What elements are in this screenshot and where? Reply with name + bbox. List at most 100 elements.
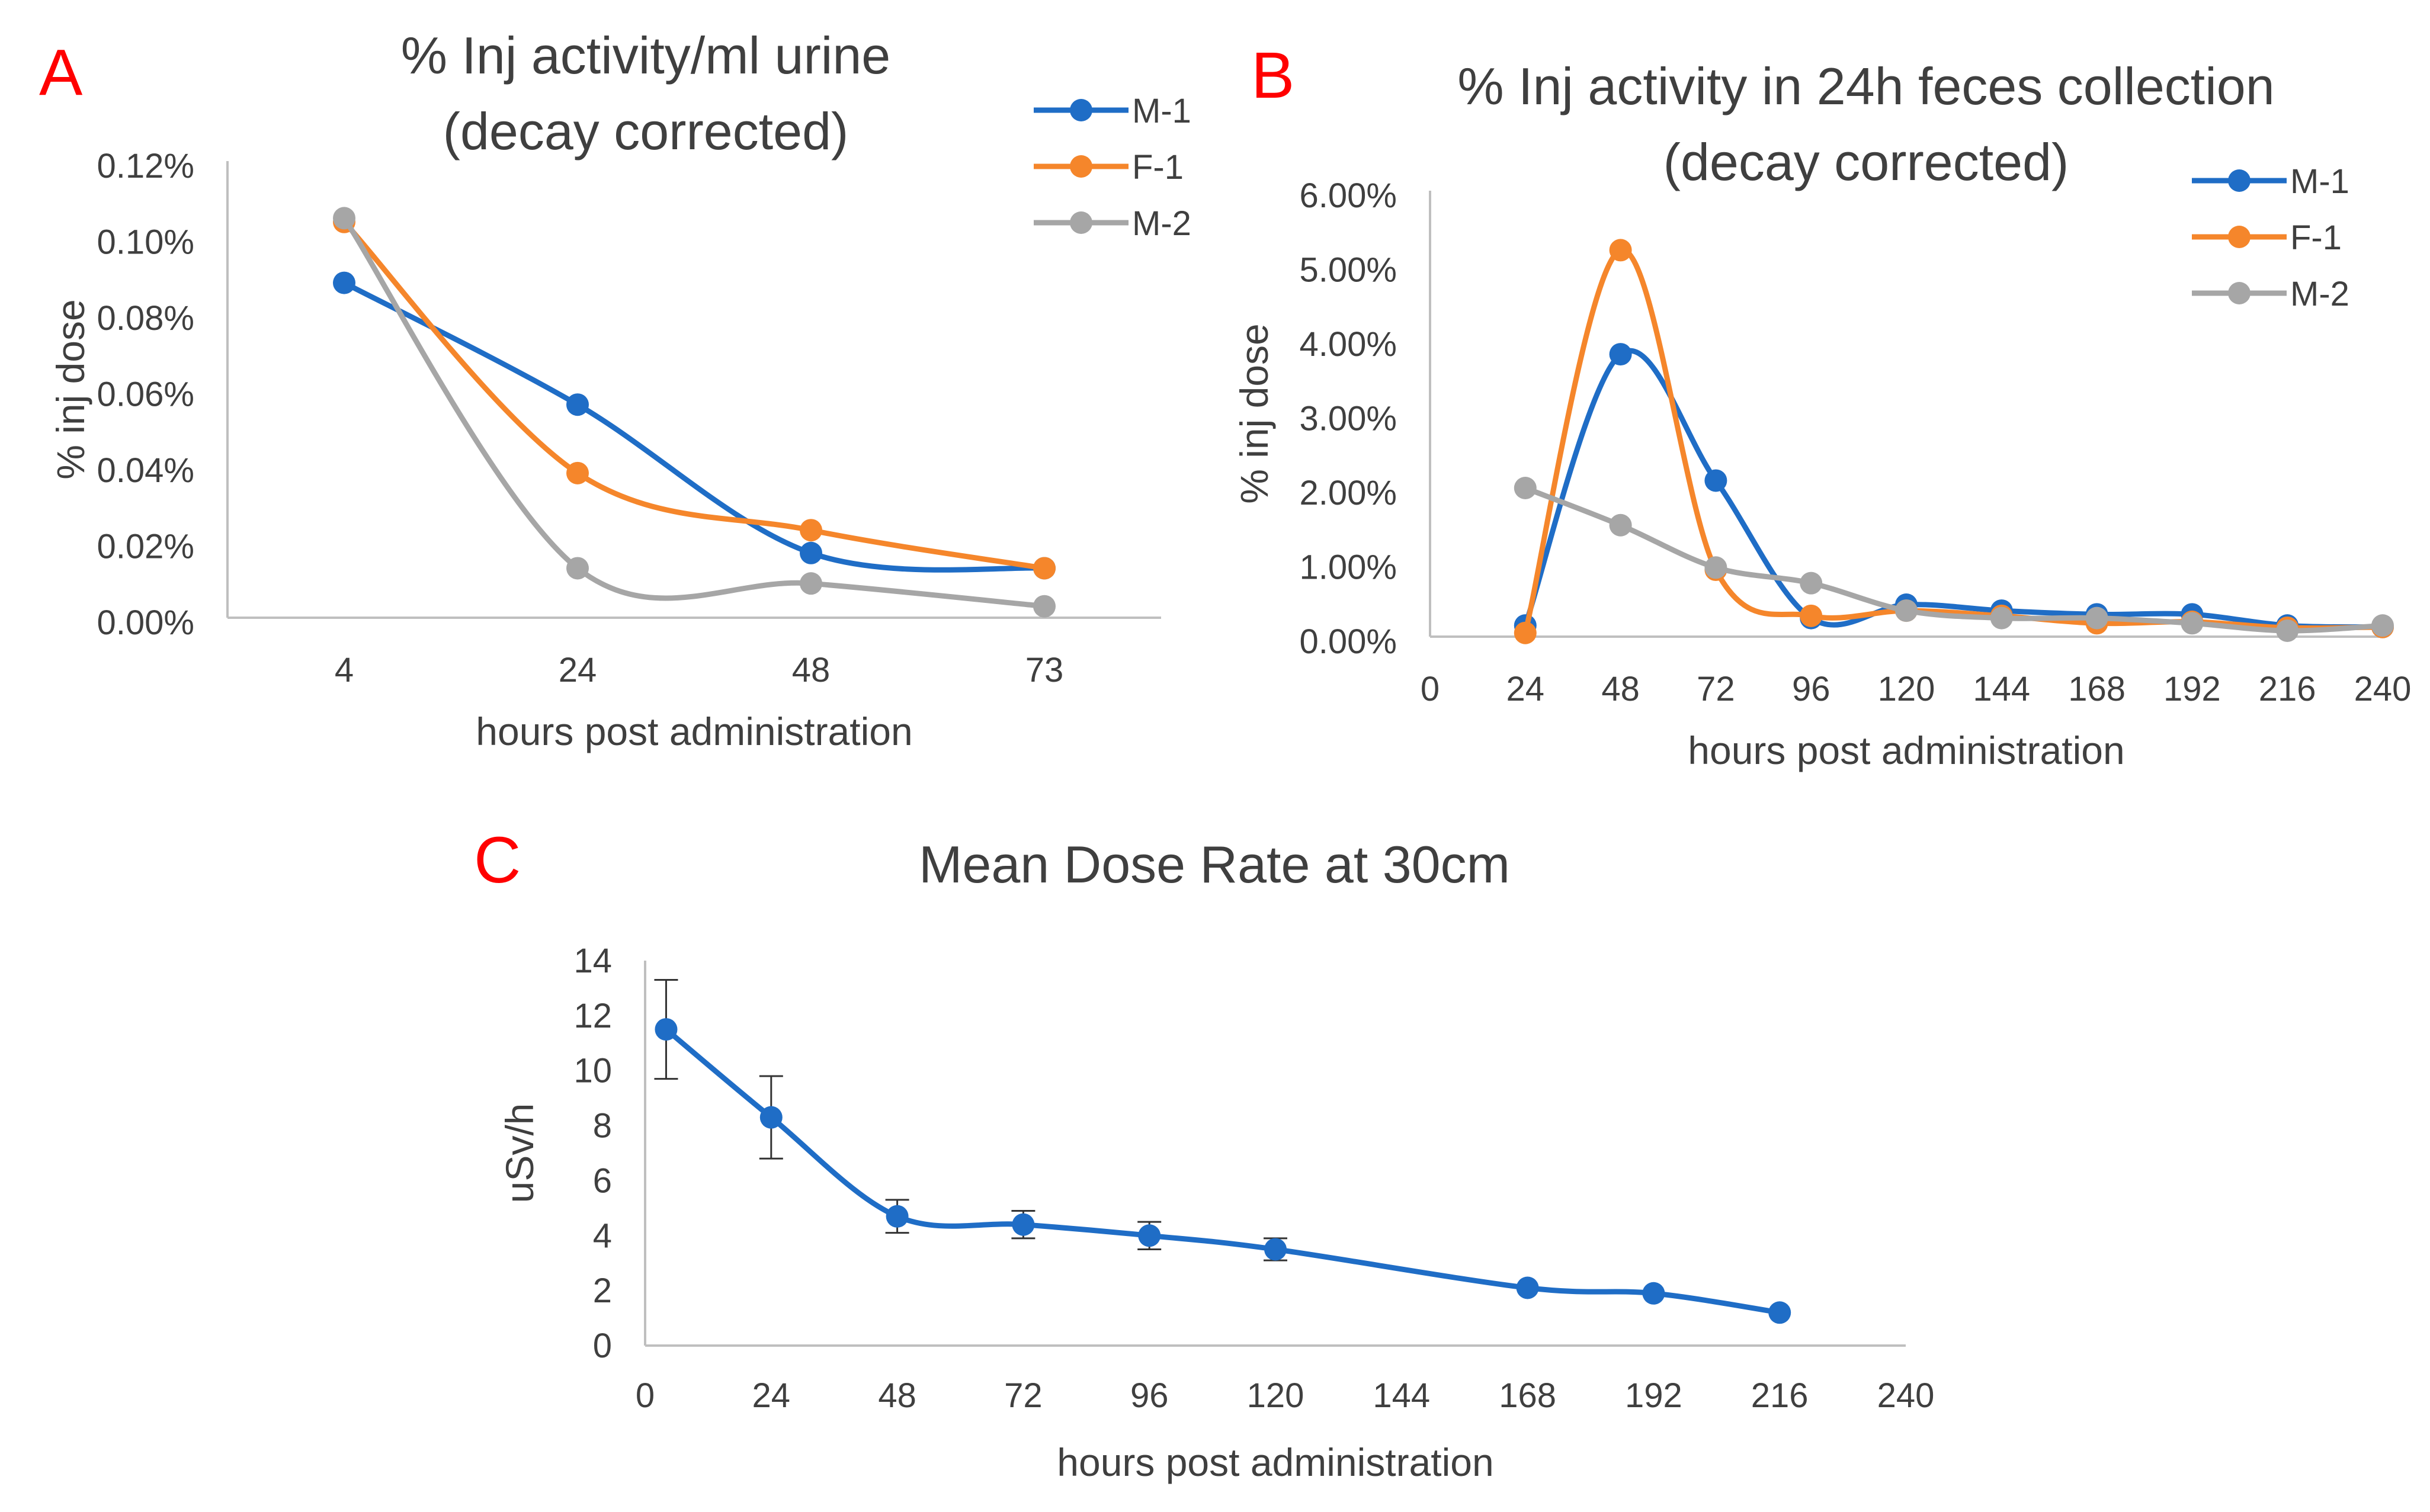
data-point: [333, 207, 355, 230]
data-point: [2085, 606, 2108, 630]
data-point: [1514, 621, 1537, 644]
legend-label: F-1: [1132, 148, 1184, 187]
x-tick-label: 0: [1421, 670, 1440, 708]
data-point: [800, 541, 822, 564]
legend-marker: [1070, 99, 1092, 121]
x-tick-label: 48: [1601, 670, 1640, 708]
x-tick-label: 120: [1878, 670, 1935, 708]
legend-marker: [1070, 155, 1092, 178]
x-tick-label: 96: [1792, 670, 1830, 708]
x-tick-label: 168: [2068, 670, 2126, 708]
data-point: [566, 557, 589, 580]
data-point: [886, 1205, 909, 1228]
x-tick-label: 72: [1697, 670, 1735, 708]
y-tick-label: 8: [593, 1107, 612, 1145]
x-tick-label: 24: [559, 651, 597, 689]
y-tick-label: 2.00%: [1300, 474, 1397, 512]
x-tick-label: 168: [1499, 1376, 1556, 1415]
data-point: [1704, 469, 1727, 492]
data-point: [1609, 343, 1632, 366]
legend-label: M-2: [1132, 204, 1191, 243]
data-point: [1609, 239, 1632, 262]
chart-title-line: (decay corrected): [1663, 133, 2069, 191]
y-tick-label: 4.00%: [1300, 325, 1397, 364]
chart-a: A % Inj activity/ml urine (decay corrected…: [39, 26, 1191, 753]
x-tick-label: 240: [1877, 1376, 1935, 1415]
series-line: [341, 215, 1047, 609]
data-point: [2371, 614, 2394, 637]
x-tick-label: 120: [1247, 1376, 1304, 1415]
y-tick-label: 5.00%: [1300, 251, 1397, 290]
y-axis-label: uSv/h: [498, 1103, 541, 1203]
chart-title-line: (decay corrected): [443, 102, 849, 160]
series-m-2: [1514, 477, 2394, 642]
series-m-2: [333, 207, 1056, 618]
data-point: [1800, 604, 1823, 627]
y-tick-label: 3.00%: [1300, 400, 1397, 438]
y-tick-label: 0.12%: [97, 147, 194, 185]
data-point: [1895, 599, 1918, 622]
y-axis-label: % inj dose: [49, 299, 92, 480]
x-axis-label: hours post administration: [1688, 728, 2124, 772]
legend-marker: [2228, 226, 2251, 248]
x-axis-label: hours post administration: [1057, 1440, 1493, 1484]
data-point: [1012, 1213, 1035, 1236]
x-tick-label: 72: [1004, 1376, 1043, 1415]
y-tick-label: 0.04%: [97, 451, 194, 490]
data-point: [566, 393, 589, 416]
data-point: [1516, 1276, 1539, 1299]
x-tick-label: 48: [792, 651, 831, 689]
data-point: [1768, 1301, 1791, 1324]
data-point: [655, 1018, 678, 1041]
y-tick-label: 0.00%: [97, 603, 194, 642]
panel-letter-a: A: [39, 36, 83, 109]
y-tick-label: 0.10%: [97, 223, 194, 262]
legend-label: M-1: [2290, 162, 2349, 201]
x-axis-label: hours post administration: [476, 710, 912, 753]
x-tick-label: 144: [1373, 1376, 1430, 1415]
x-tick-label: 192: [2163, 670, 2221, 708]
legend: M-1 F-1 M-2: [1034, 92, 1191, 243]
data-point: [1138, 1224, 1161, 1247]
legend-label: M-2: [2290, 275, 2349, 313]
legend-label: M-1: [1132, 92, 1191, 130]
data-point: [800, 519, 822, 542]
y-tick-label: 0.00%: [1300, 622, 1397, 661]
x-tick-label: 24: [752, 1376, 791, 1415]
chart-b: B % Inj activity in 24h feces collection (…: [1232, 39, 2411, 772]
data-point: [1704, 556, 1727, 579]
series-line: [341, 280, 1047, 573]
x-tick-label: 24: [1506, 670, 1545, 708]
chart-title-line: Mean Dose Rate at 30cm: [919, 835, 1510, 894]
data-point: [1642, 1282, 1665, 1305]
data-point: [1514, 477, 1537, 499]
y-tick-label: 0: [593, 1327, 612, 1365]
chart-title-line: % Inj activity in 24h feces collection: [1457, 57, 2274, 115]
series-line: [1522, 485, 2386, 634]
data-point: [1609, 513, 1632, 537]
y-tick-label: 0.06%: [97, 375, 194, 414]
x-tick-label: 0: [636, 1376, 655, 1415]
y-tick-label: 6.00%: [1300, 176, 1397, 215]
y-tick-label: 4: [593, 1216, 612, 1255]
x-tick-label: 192: [1625, 1376, 1682, 1415]
data-point: [1990, 606, 2013, 630]
data-point: [566, 461, 589, 484]
y-tick-label: 10: [573, 1052, 612, 1090]
data-point: [2276, 619, 2299, 642]
data-point: [759, 1106, 783, 1129]
legend-marker: [2228, 282, 2251, 304]
x-tick-label: 96: [1130, 1376, 1169, 1415]
series-line: [341, 219, 1047, 571]
y-tick-label: 0.02%: [97, 528, 194, 566]
data-point: [2181, 612, 2204, 635]
x-tick-label: 144: [1973, 670, 2030, 708]
panel-letter-c: C: [474, 824, 521, 897]
y-tick-label: 2: [593, 1272, 612, 1310]
x-tick-label: 216: [1751, 1376, 1809, 1415]
charts-root: A % Inj activity/ml urine (decay corrected…: [39, 26, 2411, 1484]
y-tick-label: 14: [573, 942, 612, 980]
y-tick-label: 6: [593, 1161, 612, 1200]
